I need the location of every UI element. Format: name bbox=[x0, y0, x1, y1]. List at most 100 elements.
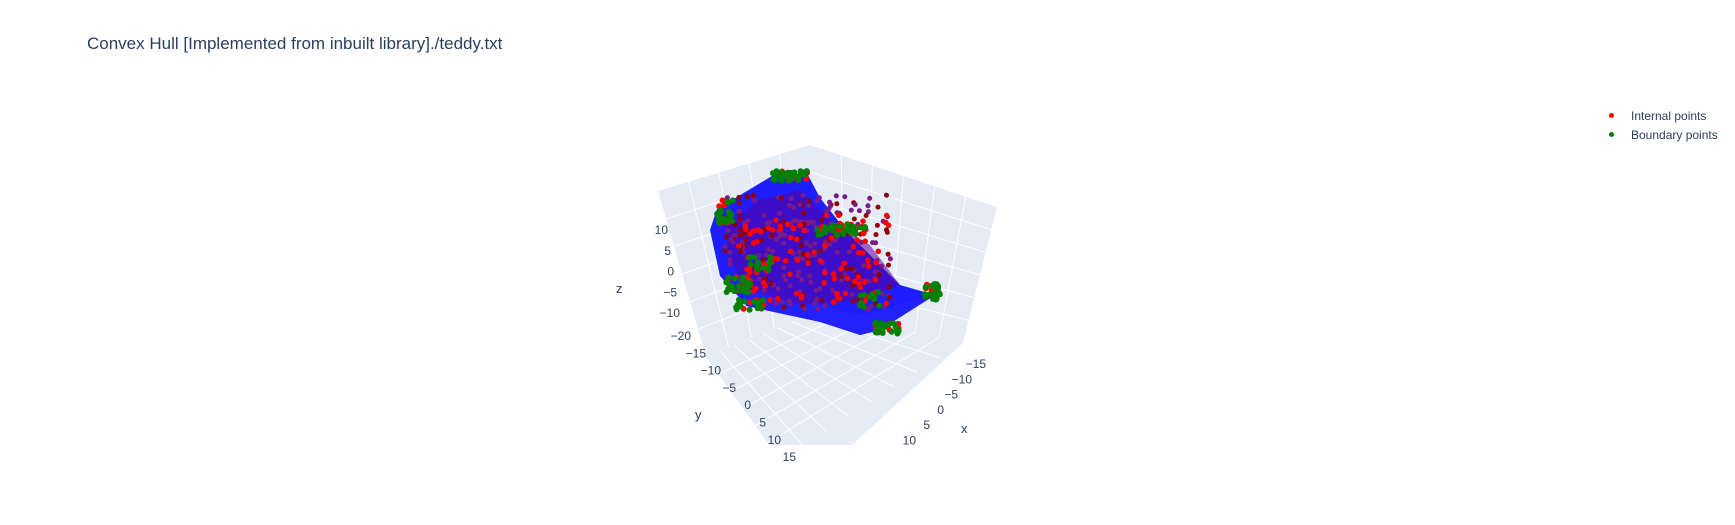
internal-point bbox=[797, 249, 802, 255]
internal-point bbox=[745, 194, 751, 199]
internal-point bbox=[761, 288, 767, 293]
internal-point bbox=[781, 240, 786, 246]
internal-point bbox=[835, 212, 842, 219]
internal-point bbox=[750, 192, 756, 198]
internal-point bbox=[859, 250, 866, 256]
boundary-point bbox=[922, 284, 929, 291]
internal-point bbox=[865, 203, 871, 209]
boundary-point bbox=[875, 289, 882, 295]
y-tick-label: −10 bbox=[701, 364, 722, 378]
internal-point bbox=[799, 277, 805, 283]
boundary-point bbox=[736, 300, 743, 307]
boundary-point bbox=[824, 225, 831, 232]
internal-point bbox=[787, 248, 794, 255]
legend-item-boundary[interactable]: Boundary points bbox=[1600, 125, 1718, 144]
boundary-point bbox=[861, 225, 868, 231]
y-tick-label: 10 bbox=[768, 433, 782, 447]
z-tick-label: −10 bbox=[660, 306, 681, 320]
internal-point bbox=[765, 247, 771, 252]
internal-point bbox=[863, 213, 869, 218]
internal-point bbox=[756, 253, 762, 259]
internal-point bbox=[793, 290, 800, 297]
boundary-point bbox=[871, 293, 878, 300]
internal-point bbox=[873, 232, 879, 238]
boundary-point bbox=[846, 227, 852, 234]
legend-item-internal[interactable]: Internal points bbox=[1600, 106, 1718, 125]
internal-point bbox=[747, 269, 753, 276]
gridline bbox=[767, 337, 940, 444]
internal-point bbox=[756, 276, 762, 282]
internal-point bbox=[886, 284, 892, 290]
y-tick-label: −20 bbox=[671, 329, 692, 343]
x-tick-label: −10 bbox=[952, 372, 973, 386]
boundary-point bbox=[778, 177, 785, 184]
internal-point bbox=[736, 200, 742, 206]
boundary-point bbox=[891, 321, 898, 328]
boundary-point bbox=[836, 223, 843, 230]
internal-point bbox=[783, 258, 789, 264]
internal-point bbox=[727, 257, 733, 263]
internal-point bbox=[736, 209, 742, 214]
y-tick-label: −15 bbox=[686, 346, 707, 360]
internal-point bbox=[865, 257, 871, 264]
internal-point bbox=[813, 288, 819, 293]
internal-point bbox=[852, 202, 858, 208]
internal-point bbox=[814, 296, 820, 302]
internal-point bbox=[751, 196, 757, 202]
internal-point bbox=[876, 271, 882, 277]
boundary-point bbox=[726, 212, 733, 219]
boundary-point bbox=[931, 290, 938, 297]
internal-point bbox=[788, 234, 794, 241]
internal-point bbox=[884, 192, 889, 198]
internal-point bbox=[811, 249, 817, 255]
boundary-point bbox=[724, 198, 731, 205]
internal-point bbox=[752, 285, 759, 292]
internal-point bbox=[800, 192, 806, 198]
boundary-point bbox=[888, 328, 895, 335]
internal-point bbox=[723, 233, 729, 239]
internal-point bbox=[862, 238, 868, 245]
internal-point bbox=[777, 226, 783, 232]
boundary-point bbox=[731, 288, 738, 295]
internal-point bbox=[833, 193, 839, 199]
internal-point bbox=[815, 306, 821, 312]
boundary-point bbox=[894, 327, 900, 334]
internal-point bbox=[788, 196, 794, 202]
x-axis-ticks: −15−10 −505 10 bbox=[903, 357, 987, 448]
internal-point bbox=[791, 205, 797, 210]
internal-point bbox=[775, 286, 781, 292]
internal-point bbox=[850, 298, 856, 304]
internal-point bbox=[737, 233, 743, 239]
internal-point bbox=[731, 233, 737, 238]
internal-point bbox=[798, 295, 805, 301]
z-tick-label: 10 bbox=[655, 223, 669, 237]
x-tick-label: −15 bbox=[966, 357, 987, 371]
x-tick-label: −5 bbox=[944, 388, 958, 402]
boundary-point bbox=[714, 210, 721, 217]
internal-point bbox=[834, 201, 840, 207]
boundary-point bbox=[778, 169, 784, 176]
internal-point bbox=[851, 216, 857, 222]
boundary-point bbox=[885, 321, 892, 328]
internal-point bbox=[745, 218, 751, 224]
internal-point bbox=[878, 263, 884, 269]
internal-point bbox=[737, 227, 743, 233]
y-tick-label: −5 bbox=[722, 381, 736, 395]
internal-point bbox=[719, 197, 726, 204]
internal-point bbox=[830, 287, 836, 293]
boundary-point bbox=[936, 291, 943, 298]
internal-point bbox=[763, 275, 769, 281]
internal-point bbox=[831, 276, 838, 282]
internal-point bbox=[830, 271, 837, 277]
internal-point bbox=[727, 261, 733, 267]
internal-point bbox=[770, 248, 775, 254]
internal-point bbox=[768, 280, 774, 286]
internal-point bbox=[797, 222, 803, 229]
internal-point bbox=[831, 299, 837, 305]
internal-point bbox=[838, 273, 844, 279]
internal-point bbox=[736, 243, 742, 249]
internal-point bbox=[743, 237, 749, 243]
internal-point bbox=[738, 249, 744, 255]
boundary-point bbox=[767, 254, 774, 260]
